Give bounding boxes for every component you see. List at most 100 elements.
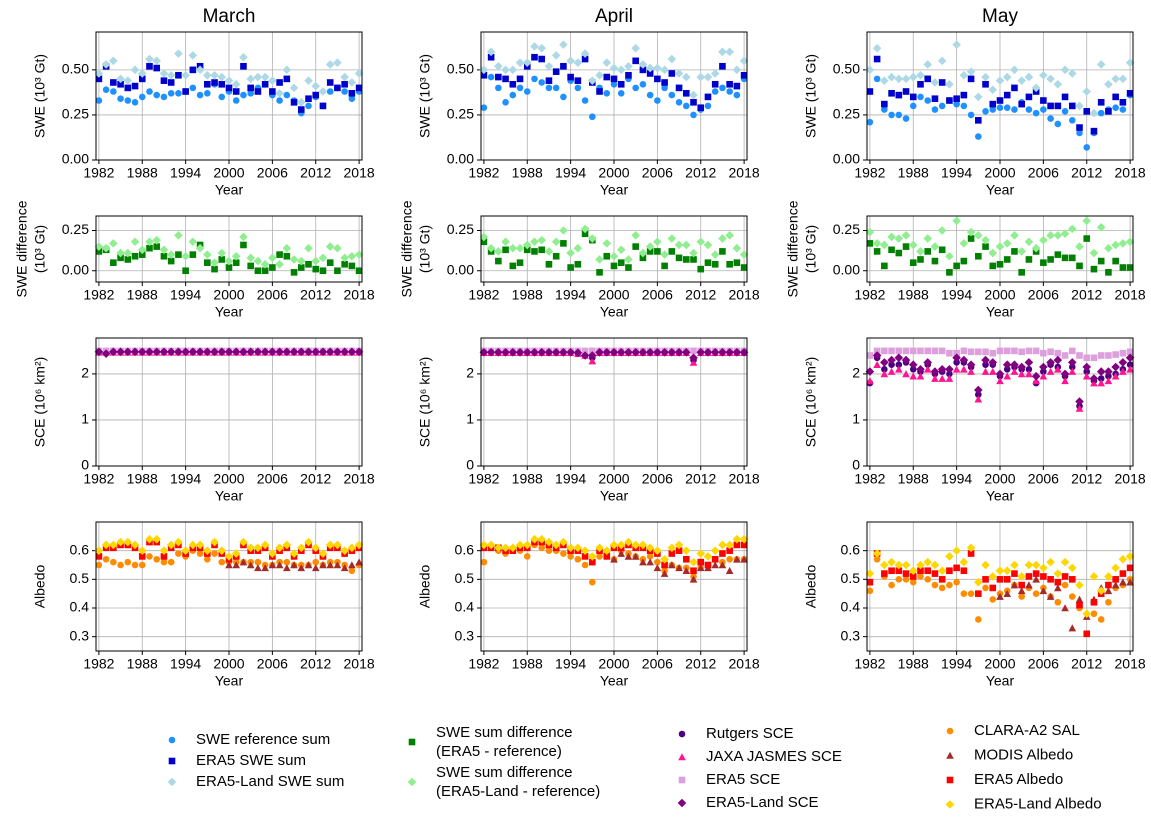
legend-label: ERA5-Land SWE sum bbox=[196, 773, 344, 790]
data-point bbox=[480, 238, 488, 246]
data-point bbox=[225, 264, 233, 271]
data-point bbox=[1105, 372, 1112, 380]
x-tick-label: 1982 bbox=[83, 287, 114, 303]
data-point bbox=[1039, 563, 1048, 573]
data-point bbox=[240, 241, 247, 249]
x-axis-label: Year bbox=[986, 182, 1015, 198]
data-point bbox=[681, 240, 691, 250]
data-point bbox=[924, 347, 932, 355]
data-point bbox=[624, 347, 633, 357]
data-point bbox=[537, 235, 547, 245]
data-point bbox=[930, 560, 940, 570]
data-point bbox=[909, 347, 917, 355]
data-point bbox=[260, 540, 270, 550]
data-point bbox=[596, 88, 603, 95]
data-point bbox=[131, 561, 139, 569]
data-point bbox=[873, 248, 881, 255]
data-point bbox=[1025, 106, 1033, 113]
data-point bbox=[740, 71, 748, 79]
y-tick-label: 2 bbox=[81, 365, 89, 381]
data-point bbox=[988, 248, 998, 258]
x-tick-label: 1988 bbox=[898, 165, 929, 181]
data-point bbox=[1119, 264, 1127, 271]
y-axis-label: SWE difference bbox=[785, 200, 801, 297]
data-point bbox=[887, 367, 896, 375]
x-tick-label: 1994 bbox=[555, 287, 586, 303]
data-point bbox=[653, 237, 662, 247]
data-point bbox=[260, 259, 270, 269]
data-point bbox=[239, 232, 248, 242]
data-point bbox=[653, 564, 662, 572]
x-axis-label: Year bbox=[600, 304, 629, 320]
data-point bbox=[981, 560, 990, 570]
data-point bbox=[996, 347, 1004, 355]
data-point bbox=[355, 267, 363, 275]
data-point bbox=[101, 243, 111, 253]
y-tick-label: 0.00 bbox=[447, 151, 474, 167]
data-point bbox=[660, 554, 669, 564]
data-point bbox=[881, 570, 888, 577]
legend-marker bbox=[167, 777, 177, 787]
data-point bbox=[710, 69, 720, 78]
data-point bbox=[159, 347, 169, 357]
x-tick-label: 2018 bbox=[344, 656, 375, 672]
data-point bbox=[181, 546, 190, 555]
data-point bbox=[1025, 573, 1033, 580]
data-point bbox=[946, 581, 953, 589]
data-point bbox=[1054, 365, 1062, 373]
data-point bbox=[938, 374, 946, 382]
data-point bbox=[231, 347, 241, 357]
data-point bbox=[515, 347, 525, 357]
data-point bbox=[1061, 573, 1069, 580]
data-point bbox=[609, 347, 619, 357]
y-axis-label: SWE (10³ Gt) bbox=[32, 54, 48, 138]
data-point bbox=[1010, 367, 1019, 375]
data-point bbox=[952, 216, 961, 226]
data-point bbox=[1112, 351, 1119, 358]
data-point bbox=[689, 353, 698, 363]
data-point bbox=[975, 252, 982, 260]
data-point bbox=[967, 590, 975, 597]
data-point bbox=[681, 72, 691, 82]
data-point bbox=[94, 347, 104, 357]
data-point bbox=[711, 555, 719, 563]
data-point bbox=[953, 359, 960, 366]
data-point bbox=[866, 240, 874, 247]
data-point bbox=[261, 564, 269, 572]
data-point bbox=[174, 231, 183, 240]
data-point bbox=[289, 255, 299, 264]
data-point bbox=[674, 240, 684, 250]
data-point bbox=[487, 53, 495, 61]
data-point bbox=[668, 70, 676, 77]
data-point bbox=[981, 355, 990, 365]
data-point bbox=[509, 91, 517, 99]
data-point bbox=[217, 72, 227, 82]
y-tick-label: 0.5 bbox=[841, 570, 861, 586]
data-point bbox=[966, 360, 976, 370]
data-point bbox=[646, 70, 654, 77]
data-point bbox=[681, 347, 691, 357]
data-point bbox=[231, 79, 241, 89]
x-tick-label: 1994 bbox=[170, 165, 201, 181]
y-axis-label: (10³ Gt) bbox=[32, 225, 48, 273]
data-point bbox=[1032, 570, 1040, 577]
data-point bbox=[654, 97, 661, 104]
data-point bbox=[269, 88, 276, 95]
x-tick-label: 2018 bbox=[344, 471, 375, 487]
y-axis-label: SWE (10³ Gt) bbox=[417, 54, 433, 138]
data-point bbox=[1118, 358, 1128, 367]
data-point bbox=[930, 367, 940, 376]
data-point bbox=[603, 89, 611, 97]
data-point bbox=[638, 248, 648, 258]
data-point bbox=[275, 561, 284, 569]
data-point bbox=[195, 65, 205, 75]
data-point bbox=[682, 102, 690, 110]
data-point bbox=[1126, 264, 1134, 271]
x-tick-label: 2000 bbox=[984, 287, 1015, 303]
data-point bbox=[668, 550, 676, 557]
legend-marker bbox=[678, 753, 686, 761]
data-point bbox=[1011, 570, 1018, 577]
data-point bbox=[232, 97, 240, 104]
data-point bbox=[1024, 358, 1034, 367]
data-point bbox=[137, 245, 147, 255]
